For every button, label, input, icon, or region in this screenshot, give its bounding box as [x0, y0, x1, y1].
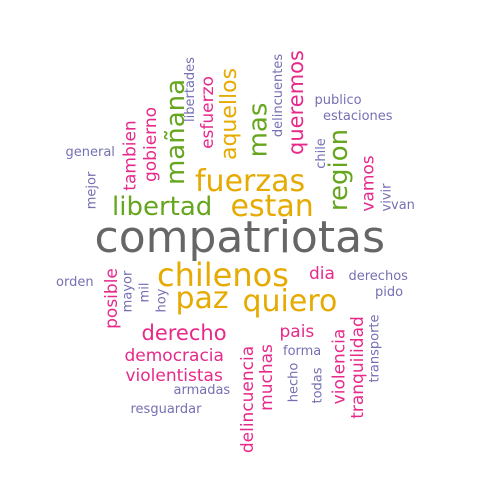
word-dia: dia: [309, 263, 335, 284]
word-mil: mil: [137, 282, 153, 302]
word-quiero: quiero: [242, 284, 338, 319]
word-publico: publico: [314, 92, 362, 108]
word-tranquilidad: tranquilidad: [347, 315, 368, 419]
word-estan: estan: [230, 189, 314, 224]
word-tambien: tambien: [120, 119, 141, 191]
word-delincuentes: delincuentes: [270, 53, 286, 137]
word-paz: paz: [175, 281, 229, 316]
word-queremos: queremos: [283, 49, 308, 155]
word-chile: chile: [313, 137, 329, 169]
word-armadas: armadas: [173, 382, 231, 398]
word-derechos: derechos: [348, 268, 408, 284]
word-libertades: libertades: [182, 56, 198, 122]
word-todas: todas: [310, 366, 326, 404]
word-hecho: hecho: [286, 362, 302, 402]
word-derecho: derecho: [141, 320, 227, 345]
word-compatriotas: compatriotas: [94, 212, 386, 263]
word-van: van: [391, 197, 415, 213]
word-delincuencia: delincuencia: [237, 345, 258, 453]
word-posible: posible: [101, 267, 122, 329]
word-chilenos: chilenos: [157, 256, 289, 294]
word-mas: mas: [242, 102, 273, 158]
word-muchas: muchas: [256, 343, 277, 411]
word-vivir: vivir: [379, 183, 395, 211]
word-pido: pido: [375, 284, 404, 300]
word-resguardar: resguardar: [130, 401, 202, 417]
word-gobierno: gobierno: [140, 106, 161, 182]
word-transporte: transporte: [367, 313, 383, 383]
word-libertad: libertad: [112, 192, 213, 222]
word-esfuerzo: esfuerzo: [197, 75, 218, 149]
word-pais: pais: [279, 321, 315, 342]
word-democracia: democracia: [124, 345, 224, 366]
word-vamos: vamos: [358, 154, 379, 212]
word-general: general: [65, 144, 115, 160]
word-hoy: hoy: [154, 288, 170, 312]
word-orden: orden: [56, 274, 94, 290]
word-estaciones: estaciones: [323, 108, 393, 124]
word-violencia: violencia: [329, 328, 350, 404]
word-region: region: [324, 128, 355, 212]
word-violentistas: violentistas: [125, 365, 223, 386]
word-mayor: mayor: [120, 270, 136, 312]
word-aquellos: aquellos: [217, 67, 243, 161]
word-forma: forma: [283, 343, 322, 359]
word-mejor: mejor: [84, 171, 100, 209]
word-fuerzas: fuerzas: [195, 164, 306, 199]
